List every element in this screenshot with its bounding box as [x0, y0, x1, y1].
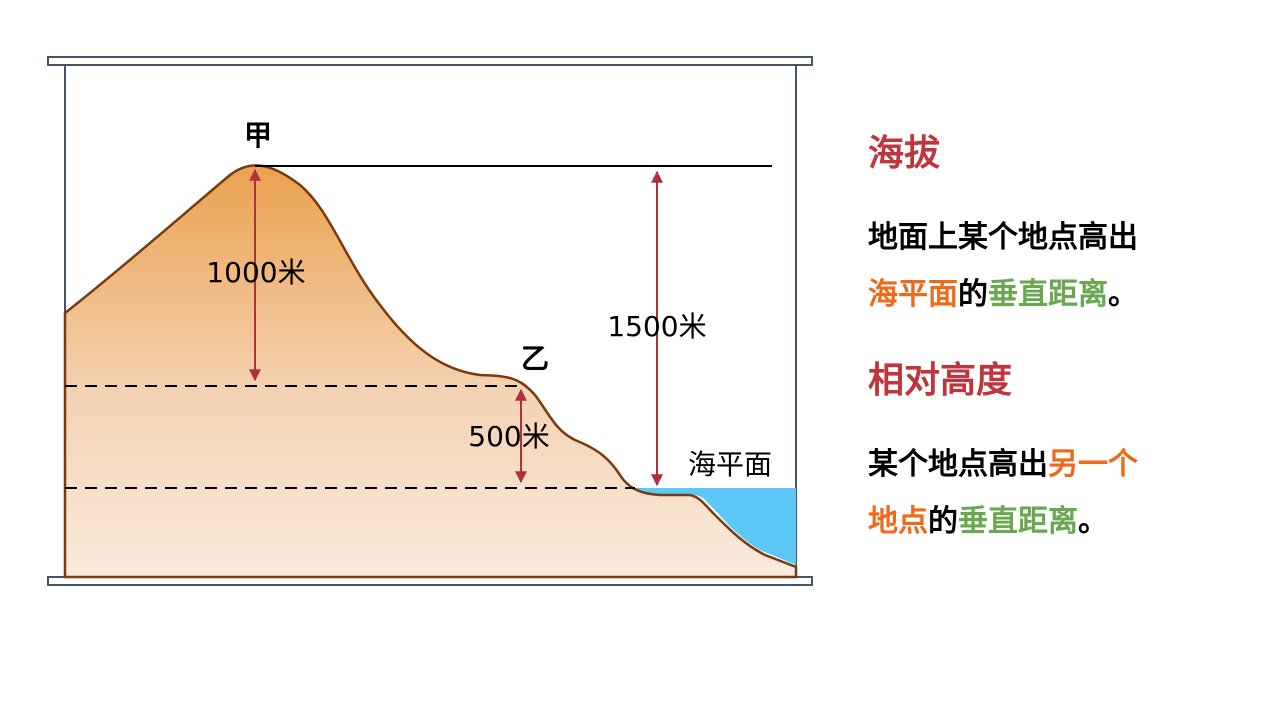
- term-title: 海拔: [868, 133, 940, 174]
- definition-text: 的: [928, 504, 958, 539]
- definition-text: 。: [1108, 277, 1138, 312]
- definition-text: 另一个: [1048, 447, 1139, 482]
- height-label: 1000米: [206, 256, 305, 289]
- definition-line: 地点的垂直距离。: [868, 504, 1108, 539]
- term-title: 相对高度: [868, 360, 1012, 401]
- mountain: [63, 164, 798, 579]
- definition-text: 地点: [868, 504, 928, 539]
- water: [635, 488, 796, 565]
- definition-text: 垂直距离: [958, 504, 1078, 539]
- point-label: 乙: [521, 342, 549, 375]
- definition-line: 地面上某个地点高出: [868, 220, 1138, 255]
- definitions: 海拔地面上某个地点高出海平面的垂直距离。相对高度某个地点高出另一个地点的垂直距离…: [868, 133, 1139, 539]
- definition-text: 垂直距离: [988, 277, 1108, 312]
- peak-label: 甲: [244, 119, 272, 152]
- definition-text: 的: [958, 277, 988, 312]
- definition-text: 海平面: [868, 277, 958, 312]
- definition-line: 某个地点高出另一个: [868, 447, 1139, 482]
- definition-line: 海平面的垂直距离。: [868, 277, 1138, 312]
- height-label: 1500米: [607, 310, 706, 343]
- height-label: 500米: [468, 420, 549, 453]
- sea-level-label: 海平面: [688, 448, 772, 481]
- definition-text: 某个地点高出: [868, 447, 1048, 482]
- definition-text: 地面上某个地点高出: [868, 220, 1138, 255]
- definition-text: 。: [1078, 504, 1108, 539]
